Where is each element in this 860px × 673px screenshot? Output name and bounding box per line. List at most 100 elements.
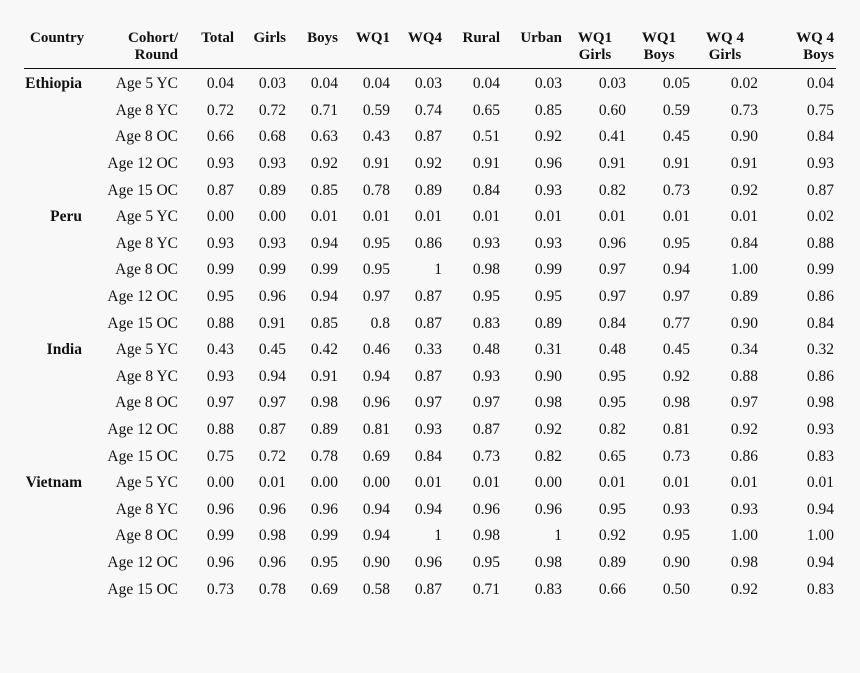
value-cell: 0.96 [206,500,234,518]
value-cell: 0.43 [362,128,390,146]
value-cell: 0.83 [806,580,834,598]
value-cell: 0.88 [806,234,834,252]
country-cell [24,417,88,444]
value-cell: 0.89 [730,288,758,306]
table-row: Age 15 OC 0.75 0.72 0.78 0.69 0.84 0.73 0.82 0.6… [24,443,836,470]
value-cell: 0.97 [258,394,286,412]
value-cell: 0.91 [362,155,390,173]
value-cell: 0.91 [472,155,500,173]
value-cell: 0.97 [730,394,758,412]
column-header-girls: Girls [236,30,288,69]
value-cell: 0.84 [598,314,626,332]
value-cell: 0.87 [414,128,442,146]
value-cell: 0.01 [362,208,390,226]
cohort-round-cell: Age 12 OC [107,421,178,439]
value-cell: 0.93 [258,234,286,252]
cohort-round-cell: Age 15 OC [107,314,178,332]
table-row: Age 15 OC 0.73 0.78 0.69 0.58 0.87 0.71 0.83 0.6… [24,576,836,603]
value-cell: 0.65 [598,447,626,465]
value-cell: 0.92 [414,155,442,173]
value-cell: 0.59 [662,101,690,119]
value-cell: 0.01 [258,474,286,492]
value-cell: 0.75 [206,447,234,465]
value-cell: 0.91 [310,367,338,385]
country-cell [24,390,88,417]
value-cell: 0.90 [730,314,758,332]
value-cell: 0.89 [310,421,338,439]
value-cell: 0.92 [730,421,758,439]
value-cell: 0.00 [206,208,234,226]
value-cell: 0.78 [362,181,390,199]
cohort-round-cell: Age 8 YC [115,101,178,119]
value-cell: 1 [434,261,442,279]
value-cell: 0.95 [662,234,690,252]
cohort-round-cell: Age 5 YC [115,341,178,359]
value-cell: 0.90 [662,553,690,571]
table-row: India Age 5 YC 0.43 0.45 0.42 0.46 0.33 0.48 0.3… [24,337,836,364]
country-cell: Vietnam [25,474,82,492]
value-cell: 0.43 [206,341,234,359]
value-cell: 0.73 [472,447,500,465]
table-row: Age 8 OC 0.97 0.97 0.98 0.96 0.97 0.97 0.98 0.95… [24,390,836,417]
cohort-round-cell: Age 15 OC [107,447,178,465]
cohort-round-cell: Age 5 YC [115,474,178,492]
value-cell: 0.99 [206,261,234,279]
cohort-round-cell: Age 8 OC [115,128,178,146]
country-cell: Ethiopia [25,75,82,93]
cohort-round-cell: Age 15 OC [107,580,178,598]
value-cell: 0.93 [730,500,758,518]
value-cell: 0.00 [310,474,338,492]
column-header-wq1-boys: WQ1 Boys [628,30,692,69]
value-cell: 0.50 [662,580,690,598]
value-cell: 0.01 [598,474,626,492]
column-header-total: Total [182,30,236,69]
value-cell: 0.87 [472,421,500,439]
value-cell: 0.60 [598,101,626,119]
value-cell: 0.04 [310,75,338,93]
value-cell: 0.89 [598,553,626,571]
value-cell: 0.01 [310,208,338,226]
table-row: Age 8 YC 0.93 0.94 0.91 0.94 0.87 0.93 0.90 0.95… [24,364,836,391]
value-cell: 0.95 [598,394,626,412]
value-cell: 0.48 [598,341,626,359]
value-cell: 0.32 [806,341,834,359]
cohort-round-cell: Age 8 OC [115,261,178,279]
value-cell: 0.94 [362,367,390,385]
value-cell: 0.96 [598,234,626,252]
value-cell: 0.04 [362,75,390,93]
value-cell: 0.98 [534,394,562,412]
value-cell: 0.34 [730,341,758,359]
table-row: Age 8 YC 0.72 0.72 0.71 0.59 0.74 0.65 0.85 0.60… [24,98,836,125]
value-cell: 0.90 [534,367,562,385]
value-cell: 0.78 [310,447,338,465]
value-cell: 0.98 [534,553,562,571]
value-cell: 1.00 [730,261,758,279]
value-cell: 0.71 [472,580,500,598]
value-cell: 0.95 [598,500,626,518]
country-cell [24,576,88,603]
value-cell: 1.00 [730,527,758,545]
value-cell: 0.83 [472,314,500,332]
value-cell: 0.72 [258,447,286,465]
column-header-wq1: WQ1 [340,30,392,69]
value-cell: 0.99 [310,527,338,545]
value-cell: 0.00 [258,208,286,226]
cohort-round-cell: Age 8 OC [115,394,178,412]
value-cell: 0.82 [598,181,626,199]
value-cell: 0.84 [806,314,834,332]
value-cell: 0.92 [534,128,562,146]
value-cell: 0.00 [534,474,562,492]
cohort-round-cell: Age 5 YC [115,208,178,226]
value-cell: 0.66 [206,128,234,146]
value-cell: 0.96 [258,288,286,306]
value-cell: 0.31 [534,341,562,359]
value-cell: 0.03 [598,75,626,93]
value-cell: 0.01 [472,474,500,492]
value-cell: 0.87 [414,367,442,385]
value-cell: 0.97 [206,394,234,412]
table-row: Ethiopia Age 5 YC 0.04 0.03 0.04 0.04 0.03 0.04… [24,69,836,98]
column-header-cohort-round: Cohort/Round [88,30,182,69]
value-cell: 0.01 [598,208,626,226]
country-cell [24,364,88,391]
value-cell: 0.84 [414,447,442,465]
